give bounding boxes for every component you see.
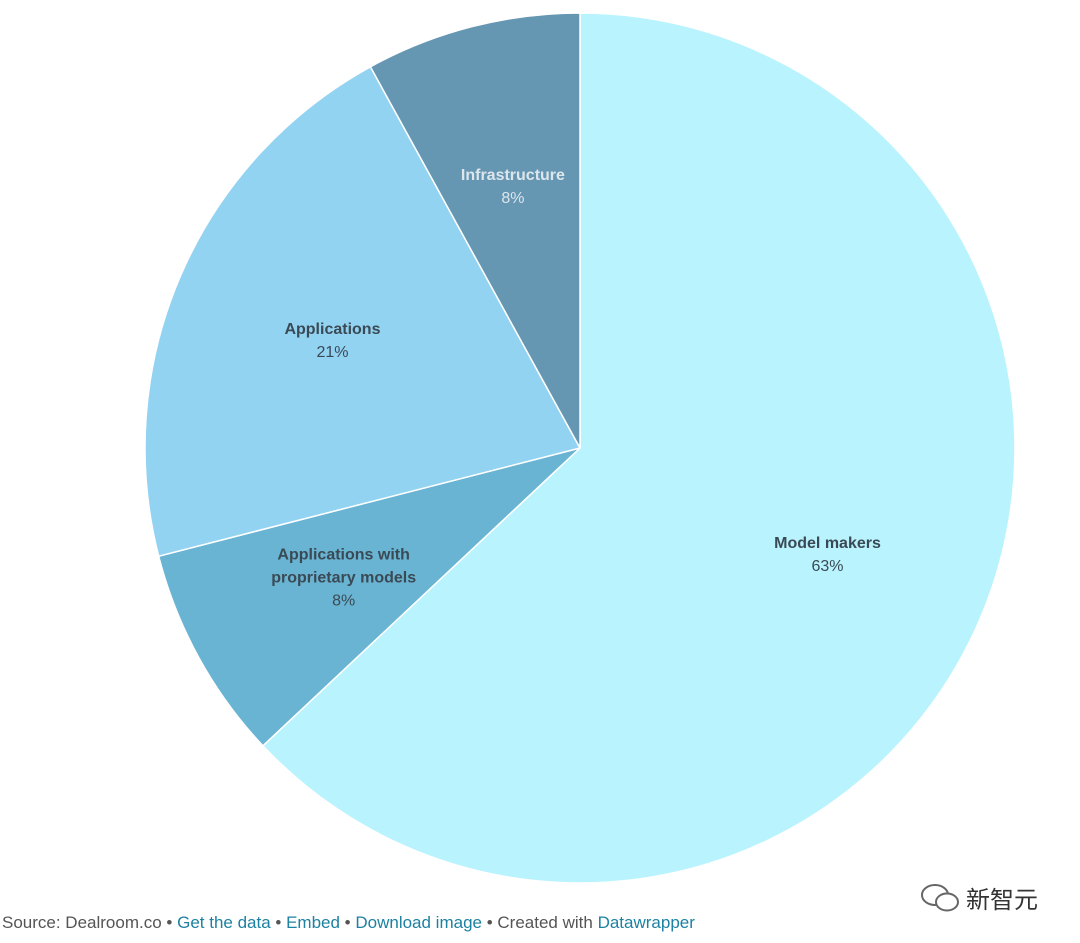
slice-label: Model makers 63% xyxy=(728,532,928,578)
slice-label: Infrastructure 8% xyxy=(413,164,613,210)
value-label: 21% xyxy=(316,343,349,361)
footer: Source: Dealroom.co • Get the data • Emb… xyxy=(2,913,695,932)
value-label: 8% xyxy=(332,592,356,610)
category-label: Model makers xyxy=(774,535,881,553)
watermark: 新智元 xyxy=(920,880,1038,915)
category-label: Applications with proprietary models xyxy=(271,546,417,587)
source: Source: Dealroom.co xyxy=(2,913,162,932)
category-label: Infrastructure xyxy=(460,166,565,184)
slice-label: Applications 21% xyxy=(232,318,432,364)
link[interactable]: Datawrapper xyxy=(597,913,695,932)
slice xyxy=(261,12,1016,884)
slice xyxy=(369,12,581,449)
pie-chart xyxy=(144,12,1016,884)
slice xyxy=(157,447,581,747)
created: Created with xyxy=(497,913,593,932)
value-label: 8% xyxy=(501,189,525,207)
link[interactable]: Download image xyxy=(355,913,482,932)
slice-label: Applications with proprietary models 8% xyxy=(244,543,444,612)
link[interactable]: Get the data xyxy=(177,913,271,932)
value-label: 63% xyxy=(811,558,844,576)
watermark-text: 新智元 xyxy=(966,887,1038,914)
wechat-icon xyxy=(921,883,959,911)
slice xyxy=(144,65,582,558)
category-label: Applications xyxy=(284,320,381,338)
link[interactable]: Embed xyxy=(286,913,340,932)
